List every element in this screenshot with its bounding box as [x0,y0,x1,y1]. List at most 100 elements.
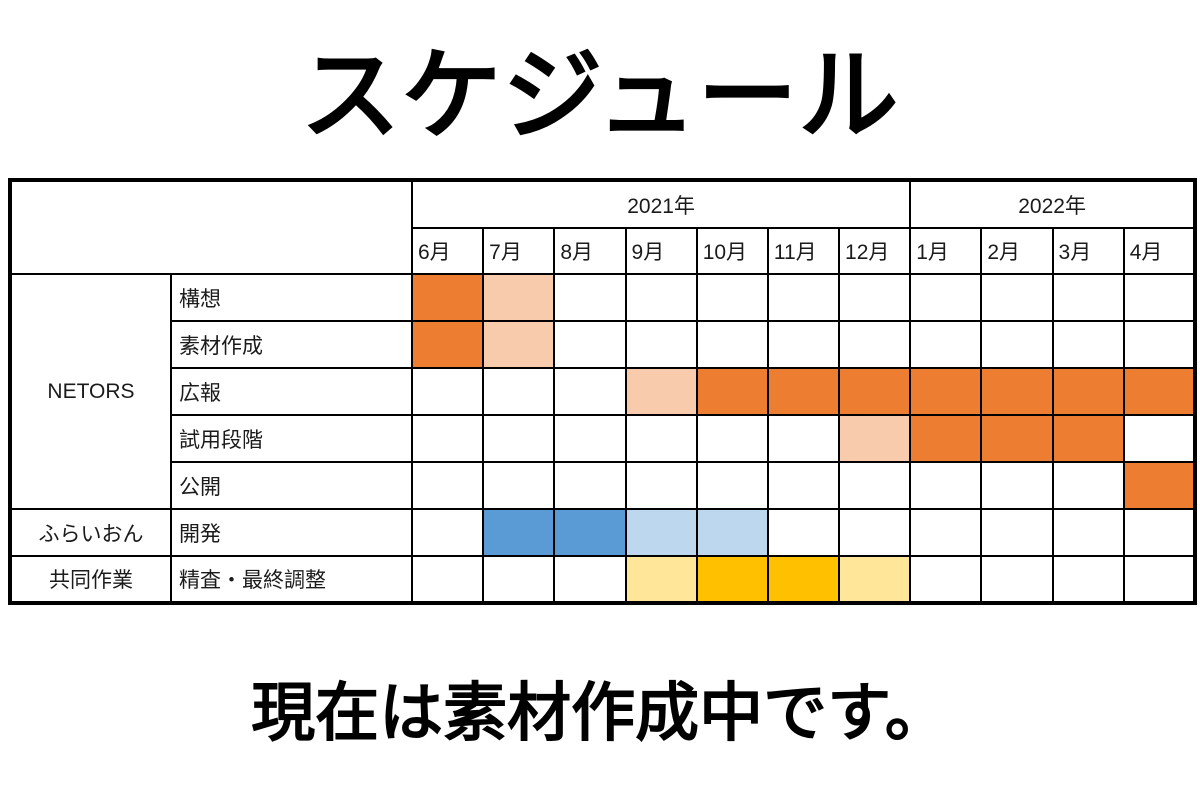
month-header: 2月 [980,227,1054,275]
gantt-cell [482,367,556,416]
gantt-cell-filled [624,508,698,557]
gantt-cell [624,461,698,510]
gantt-cell [766,320,841,369]
gantt-cell [695,273,769,322]
gantt-cell [980,555,1054,604]
gantt-cell [909,508,983,557]
gantt-cell [1122,273,1197,322]
footer-note: 現在は素材作成中です。 [251,677,949,749]
gantt-cell [1051,320,1125,369]
gantt-cell [553,555,627,604]
month-header: 11月 [766,227,841,275]
gantt-cell [1122,555,1197,604]
gantt-cell [1051,555,1125,604]
gantt-cell [624,320,698,369]
task-label: 広報 [170,367,413,416]
gantt-cell [624,414,698,463]
month-header: 4月 [1122,227,1197,275]
gantt-cell [1122,320,1197,369]
gantt-cell [410,367,485,416]
month-header: 10月 [695,227,769,275]
gantt-cell [553,461,627,510]
gantt-cell-filled [980,367,1054,416]
task-label: 構想 [170,273,413,322]
gantt-cell [1051,273,1125,322]
gantt-cell-filled [482,273,556,322]
gantt-cell [838,461,912,510]
month-header: 9月 [624,227,698,275]
gantt-cell-filled [695,367,769,416]
gantt-cell-filled [482,508,556,557]
table-corner-cell [9,179,413,275]
gantt-cell-filled [838,555,912,604]
gantt-cell-filled [909,367,983,416]
group-label: ふらいおん [9,508,172,557]
gantt-cell [980,320,1054,369]
group-label: 共同作業 [9,555,172,604]
gantt-cell-filled [766,367,841,416]
gantt-cell [909,273,983,322]
gantt-cell-filled [1051,367,1125,416]
gantt-cell [695,320,769,369]
page-title: スケジュール [300,39,900,152]
month-header: 3月 [1051,227,1125,275]
gantt-cell [909,461,983,510]
gantt-cell [909,320,983,369]
month-header: 7月 [482,227,556,275]
gantt-cell [553,320,627,369]
gantt-cell [482,461,556,510]
gantt-cell-filled [909,414,983,463]
gantt-cell-filled [410,273,485,322]
gantt-cell [482,414,556,463]
gantt-cell-filled [695,508,769,557]
gantt-cell-filled [553,508,627,557]
gantt-cell [1122,414,1197,463]
group-label: NETORS [9,273,172,510]
gantt-cell-filled [1122,367,1197,416]
gantt-cell-filled [695,555,769,604]
month-header: 1月 [909,227,983,275]
gantt-cell [766,414,841,463]
gantt-cell [553,273,627,322]
gantt-cell [838,320,912,369]
gantt-cell-filled [838,367,912,416]
gantt-cell [838,273,912,322]
gantt-cell-filled [980,414,1054,463]
gantt-cell-filled [482,320,556,369]
gantt-cell [410,461,485,510]
gantt-cell [980,273,1054,322]
gantt-cell [410,555,485,604]
gantt-cell [410,414,485,463]
year-header: 2021年 [410,179,912,229]
schedule-table: 2021年 2022年 6月 7月 8月 9月 10月 11月 12月 1月 2月 3月 4月 NETOR… [8,178,1197,605]
gantt-cell [695,461,769,510]
month-header: 8月 [553,227,627,275]
gantt-cell [482,555,556,604]
task-label: 公開 [170,461,413,510]
gantt-cell [838,508,912,557]
month-header: 6月 [410,227,485,275]
year-header: 2022年 [909,179,1196,229]
gantt-cell-filled [1051,414,1125,463]
gantt-cell [624,273,698,322]
gantt-cell [553,367,627,416]
gantt-cell-filled [766,555,841,604]
gantt-cell [766,273,841,322]
task-label: 素材作成 [170,320,413,369]
gantt-cell [766,461,841,510]
gantt-cell-filled [410,320,485,369]
gantt-cell [410,508,485,557]
gantt-cell [980,508,1054,557]
gantt-cell-filled [624,555,698,604]
gantt-cell [1051,508,1125,557]
gantt-cell-filled [624,367,698,416]
task-label: 開発 [170,508,413,557]
gantt-cell-filled [1122,461,1197,510]
gantt-cell [695,414,769,463]
gantt-cell-filled [838,414,912,463]
month-header: 12月 [838,227,912,275]
task-label: 精査・最終調整 [170,555,413,604]
gantt-cell [909,555,983,604]
gantt-cell [553,414,627,463]
